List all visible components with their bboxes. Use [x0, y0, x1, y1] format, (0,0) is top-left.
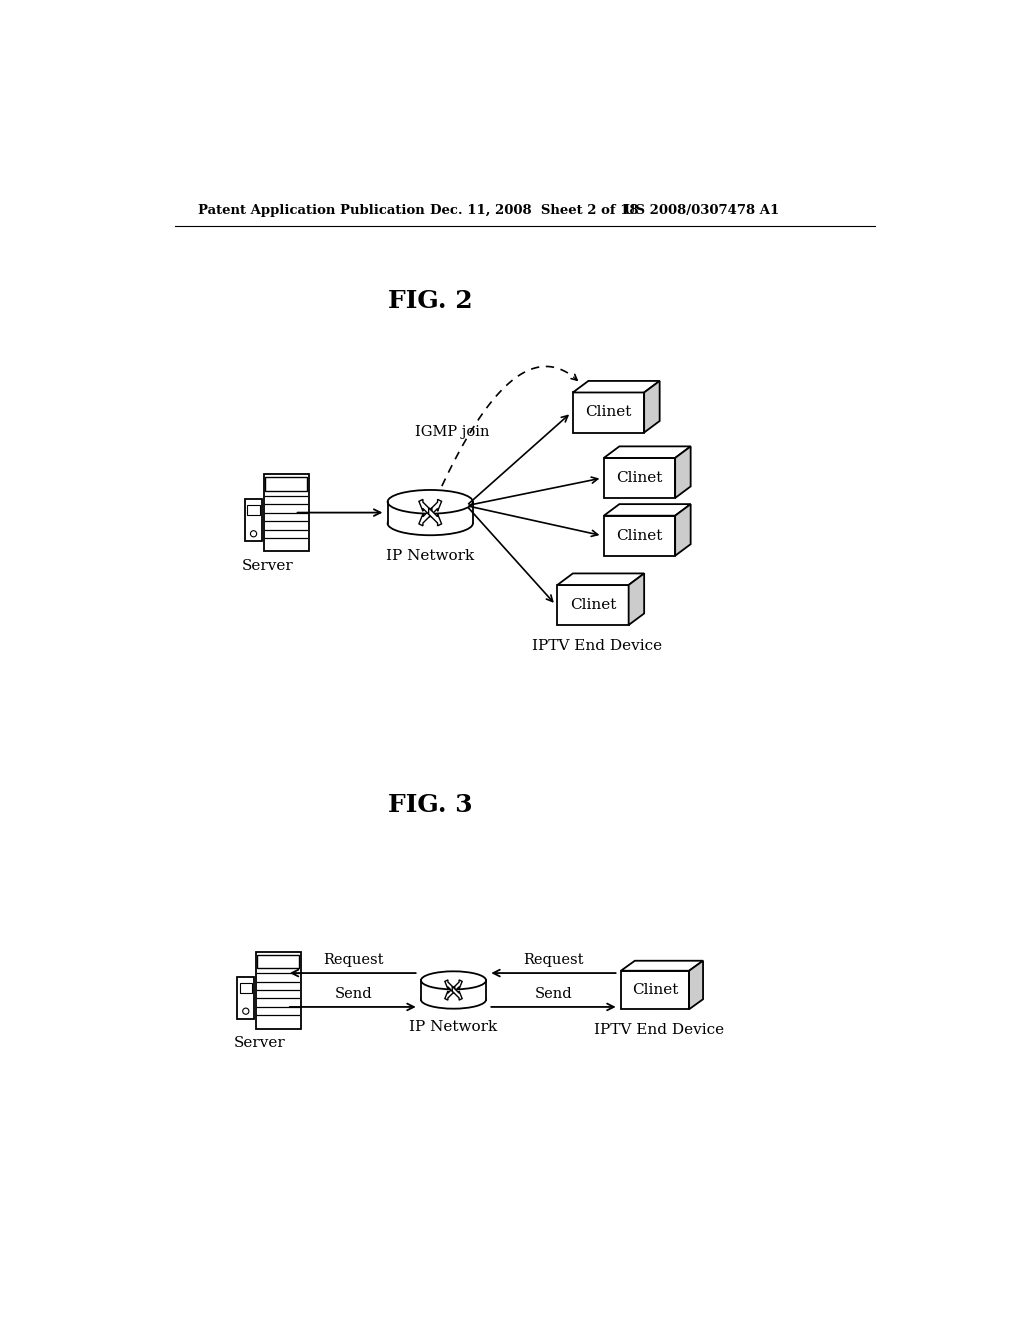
Bar: [238, 977, 254, 1019]
Polygon shape: [453, 986, 462, 1001]
Text: IGMP join: IGMP join: [415, 425, 489, 438]
Text: Clinet: Clinet: [616, 529, 663, 543]
Text: Clinet: Clinet: [586, 405, 632, 420]
Text: IP Network: IP Network: [386, 549, 474, 564]
Circle shape: [251, 531, 257, 537]
Text: Request: Request: [523, 953, 584, 966]
Polygon shape: [429, 508, 441, 525]
Bar: [572, 392, 644, 433]
Text: IPTV End Device: IPTV End Device: [594, 1023, 724, 1038]
Text: Server: Server: [233, 1036, 286, 1051]
Polygon shape: [604, 446, 690, 458]
Bar: [388, 502, 473, 523]
Ellipse shape: [388, 512, 473, 535]
Bar: [257, 954, 299, 969]
Text: Send: Send: [335, 987, 373, 1001]
Polygon shape: [572, 381, 659, 392]
Bar: [621, 970, 689, 1010]
Polygon shape: [604, 504, 690, 516]
Ellipse shape: [388, 490, 473, 513]
Text: Send: Send: [535, 987, 572, 1001]
Polygon shape: [429, 499, 441, 517]
Polygon shape: [675, 446, 690, 498]
Text: Patent Application Publication: Patent Application Publication: [198, 205, 425, 218]
Polygon shape: [644, 381, 659, 433]
Text: FIG. 3: FIG. 3: [388, 793, 472, 817]
Polygon shape: [444, 979, 455, 994]
Ellipse shape: [421, 972, 486, 990]
Polygon shape: [557, 573, 644, 585]
Text: Server: Server: [242, 558, 293, 573]
Text: Clinet: Clinet: [632, 983, 678, 997]
Bar: [248, 506, 260, 515]
Bar: [256, 952, 301, 1028]
Polygon shape: [453, 979, 462, 994]
Bar: [604, 458, 675, 498]
Text: Request: Request: [324, 953, 384, 966]
Bar: [245, 499, 262, 541]
Text: US 2008/0307478 A1: US 2008/0307478 A1: [624, 205, 779, 218]
Polygon shape: [419, 508, 432, 525]
Polygon shape: [629, 573, 644, 626]
Text: FIG. 2: FIG. 2: [388, 289, 472, 313]
Text: Clinet: Clinet: [616, 471, 663, 484]
Ellipse shape: [421, 990, 486, 1008]
Polygon shape: [675, 504, 690, 556]
Bar: [265, 478, 307, 491]
Bar: [604, 516, 675, 556]
Text: Clinet: Clinet: [569, 598, 616, 612]
Polygon shape: [419, 499, 432, 517]
Bar: [263, 474, 308, 552]
Bar: [240, 982, 252, 993]
Text: IPTV End Device: IPTV End Device: [531, 639, 662, 653]
Circle shape: [243, 1008, 249, 1014]
Text: Dec. 11, 2008  Sheet 2 of 18: Dec. 11, 2008 Sheet 2 of 18: [430, 205, 639, 218]
Polygon shape: [621, 961, 703, 970]
Polygon shape: [689, 961, 703, 1010]
Polygon shape: [444, 986, 455, 1001]
Bar: [421, 981, 486, 999]
Text: IP Network: IP Network: [410, 1020, 498, 1035]
Bar: [557, 585, 629, 626]
